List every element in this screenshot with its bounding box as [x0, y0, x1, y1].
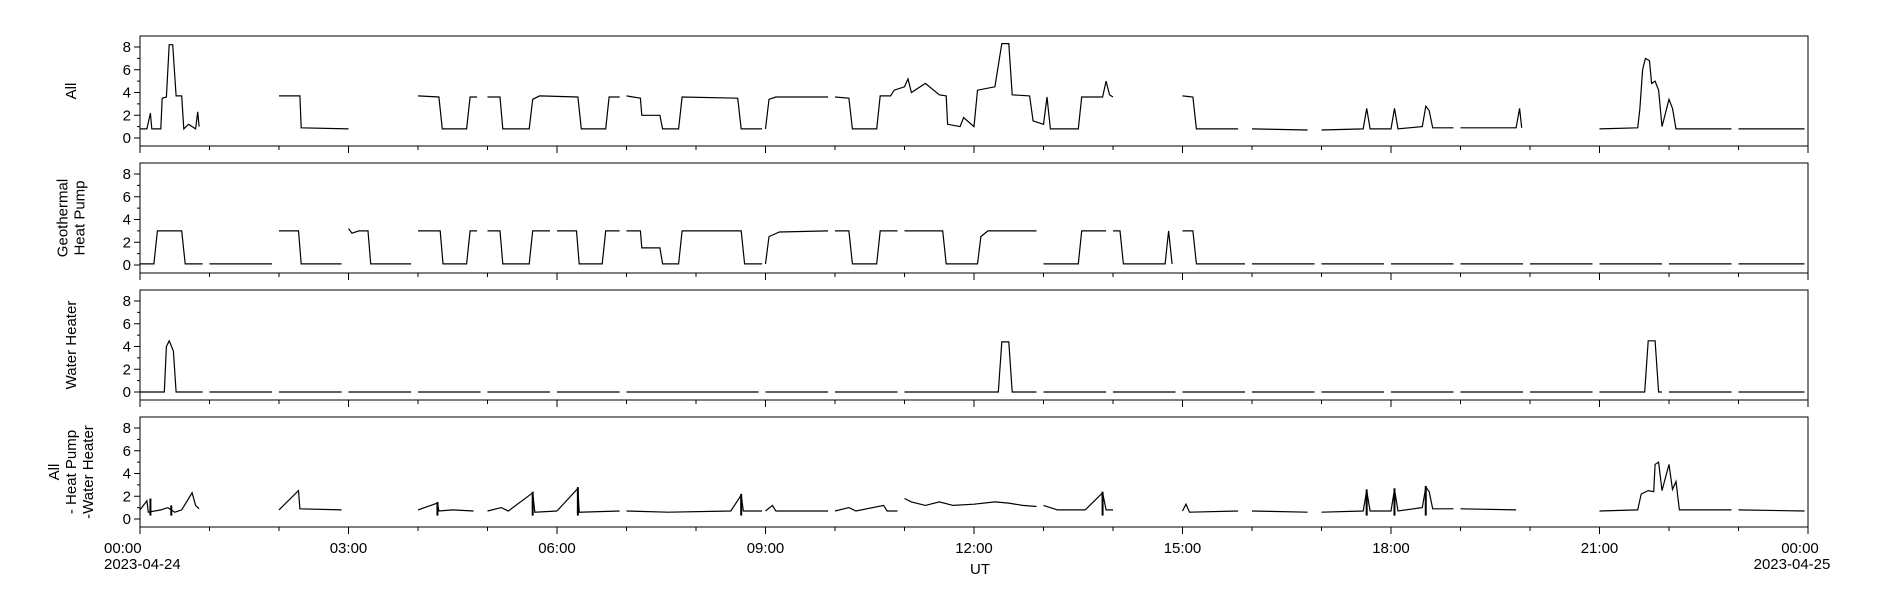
series-line-2-seg-7	[557, 230, 620, 265]
series-line-2-seg-14	[1182, 230, 1245, 265]
series-line-4-seg-14	[1460, 508, 1517, 511]
series-line-2-seg-4	[348, 228, 412, 265]
series-line-2-seg-9	[764, 230, 829, 264]
y-tick-label-1-8: 8	[123, 39, 131, 56]
series-line-2-seg-1	[140, 230, 203, 265]
series-line-2-seg-8	[626, 230, 762, 265]
y-tick-label-3-2: 2	[123, 361, 131, 378]
x-tick-date-0: 2023-04-24	[104, 556, 181, 573]
y-tick-label-3-8: 8	[123, 293, 131, 310]
series-line-4-seg-11	[1181, 502, 1239, 513]
x-tick-label-0: 00:00	[104, 540, 142, 557]
x-tick-label-7: 21:00	[1581, 540, 1619, 557]
x-tick-label-4: 12:00	[955, 540, 993, 557]
series-line-1-seg-12	[1599, 57, 1732, 130]
series-line-1-seg-5	[626, 95, 762, 130]
y-axis-label-4-line-3: -Water Heater	[80, 425, 97, 519]
series-line-2-seg-11	[904, 230, 1037, 265]
series-line-1-seg-8	[1182, 95, 1239, 130]
y-tick-label-3-4: 4	[123, 339, 131, 356]
y-tick-label-1-2: 2	[123, 107, 131, 124]
panel-frame-3	[139, 289, 1809, 401]
x-tick-date-8: 2023-04-25	[1754, 556, 1831, 573]
panel-frame-4	[139, 416, 1809, 528]
series-line-4-seg-4	[487, 491, 558, 513]
series-line-1-seg-9	[1251, 128, 1308, 131]
y-axis-label-3-line-1: Water Heater	[63, 301, 80, 390]
series-line-4-seg-10	[1043, 491, 1113, 511]
y-tick-label-4-8: 8	[123, 420, 131, 437]
series-line-4-seg-7	[765, 504, 829, 512]
series-line-2-seg-10	[835, 230, 898, 265]
x-tick-label-8: 00:00	[1781, 540, 1819, 557]
series-line-4-seg-9	[904, 497, 1037, 508]
y-tick-label-2-2: 2	[123, 234, 131, 251]
y-axis-label-4-line-1: All	[46, 464, 63, 481]
series-line-1-seg-10	[1321, 104, 1454, 131]
y-tick-label-4-0: 0	[123, 511, 131, 528]
series-line-1-seg-7	[834, 42, 1114, 130]
series-line-3-seg-11	[904, 341, 1037, 393]
y-tick-label-4-2: 2	[123, 488, 131, 505]
series-line-2-seg-12	[1043, 230, 1107, 265]
series-line-4-seg-1	[139, 491, 200, 513]
y-tick-label-2-8: 8	[123, 166, 131, 183]
panel-frame-1	[139, 35, 1809, 147]
y-tick-label-3-6: 6	[123, 316, 131, 333]
series-line-1-seg-2	[279, 95, 349, 130]
series-line-2-seg-13	[1113, 230, 1173, 265]
y-axis-label-2-line-1: Geothermal	[55, 179, 72, 257]
y-tick-label-1-0: 0	[123, 130, 131, 147]
y-tick-label-4-6: 6	[123, 443, 131, 460]
series-line-1-seg-6	[764, 96, 829, 129]
y-tick-label-3-0: 0	[123, 384, 131, 401]
series-line-2-seg-5	[418, 230, 478, 265]
series-line-1-seg-1	[140, 44, 200, 131]
series-line-1-seg-11	[1460, 108, 1523, 129]
series-line-4-seg-13	[1321, 485, 1454, 513]
series-line-4-seg-5	[556, 486, 620, 513]
series-line-4-seg-8	[834, 504, 898, 512]
x-tick-label-5: 15:00	[1164, 540, 1202, 557]
series-line-4-seg-3	[417, 502, 474, 512]
y-axis-label-1-line-1: All	[63, 83, 80, 100]
y-tick-label-2-4: 4	[123, 212, 131, 229]
series-line-4-seg-15	[1599, 461, 1732, 512]
series-line-1-seg-3	[417, 95, 478, 130]
series-line-4-seg-2	[278, 489, 342, 511]
y-tick-label-1-6: 6	[123, 62, 131, 79]
y-tick-label-1-4: 4	[123, 85, 131, 102]
series-line-1-seg-4	[487, 95, 620, 130]
panel-frame-2	[139, 162, 1809, 274]
x-tick-label-3: 09:00	[747, 540, 785, 557]
y-axis-label-2-line-2: Heat Pump	[72, 180, 89, 255]
series-line-4-seg-6	[626, 493, 762, 513]
series-line-3-seg-1	[140, 339, 203, 393]
y-tick-label-2-6: 6	[123, 189, 131, 206]
x-axis-label: UT	[970, 561, 990, 578]
series-line-2-seg-3	[279, 230, 342, 265]
y-axis-label-4-line-2: - Heat Pump	[63, 430, 80, 514]
x-tick-label-2: 06:00	[538, 540, 576, 557]
series-line-3-seg-20	[1599, 340, 1662, 393]
series-line-4-seg-12	[1251, 510, 1308, 513]
x-tick-label-1: 03:00	[330, 540, 368, 557]
series-line-2-seg-6	[487, 230, 550, 265]
series-line-4-seg-16	[1738, 509, 1805, 512]
y-tick-label-4-4: 4	[123, 466, 131, 483]
x-tick-label-6: 18:00	[1372, 540, 1410, 557]
y-tick-label-2-0: 0	[123, 257, 131, 274]
